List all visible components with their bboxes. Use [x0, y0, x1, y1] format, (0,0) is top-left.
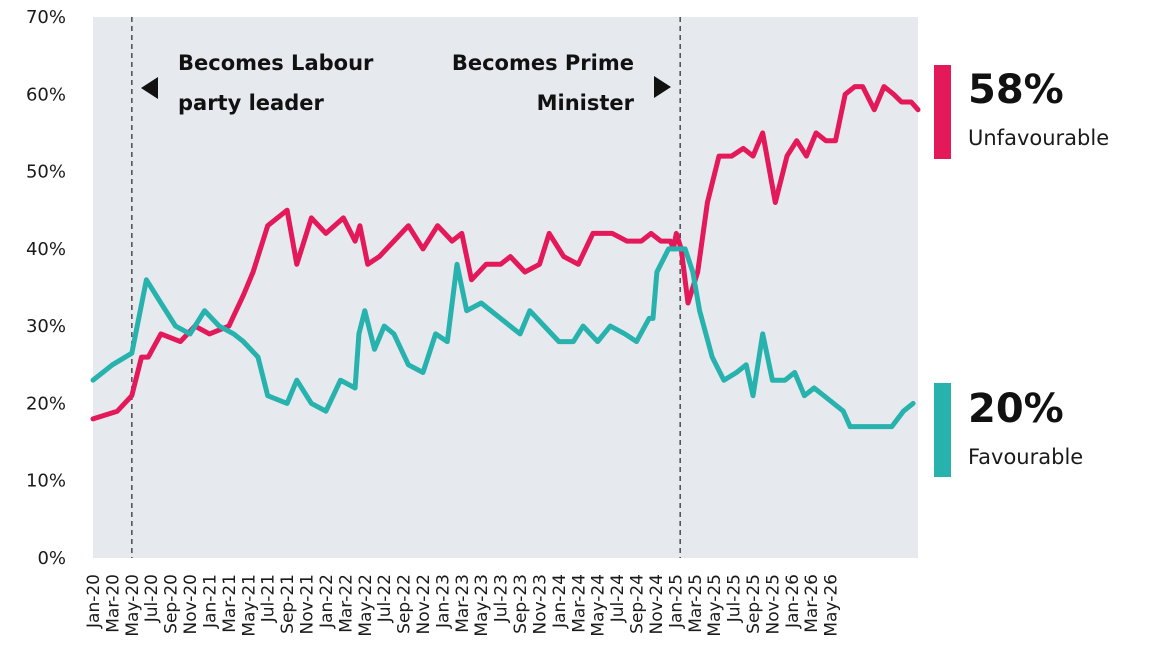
x-tick-label: Sep-25	[744, 574, 764, 634]
x-tick-label: May-20	[123, 574, 143, 637]
annotation-text: party leader	[178, 91, 324, 115]
x-tick-label: Sep-20	[162, 574, 182, 634]
x-tick-label: Jan-23	[433, 574, 453, 629]
annotation-text: Becomes Labour	[178, 51, 374, 75]
x-tick-label: May-24	[589, 574, 609, 637]
x-tick-label: Mar-21	[220, 574, 240, 633]
y-tick-label: 10%	[26, 471, 66, 492]
arrow-left-icon	[141, 77, 158, 99]
end-label-bar	[934, 65, 951, 159]
x-tick-label: May-22	[356, 574, 376, 637]
x-tick-label: Jan-26	[783, 574, 803, 629]
y-tick-label: 70%	[26, 7, 66, 28]
end-label-value: 20%	[968, 386, 1064, 432]
x-tick-label: Nov-21	[298, 574, 318, 635]
x-tick-label: Nov-20	[181, 574, 201, 635]
x-tick-label: Jan-24	[550, 574, 570, 629]
x-tick-label: Jan-22	[317, 574, 337, 629]
x-tick-label: Sep-23	[511, 574, 531, 634]
x-tick-label: Mar-25	[686, 574, 706, 633]
x-tick-label: May-23	[472, 574, 492, 637]
series-line-favourable	[90, 246, 916, 430]
end-label-caption: Unfavourable	[968, 126, 1109, 150]
x-tick-label: Mar-23	[453, 574, 473, 633]
x-tick-label: Nov-24	[647, 574, 667, 635]
x-tick-label: Nov-23	[530, 574, 550, 635]
y-tick-label: 30%	[26, 316, 66, 337]
x-tick-label: Jan-20	[84, 574, 104, 629]
x-tick-label: Jul-23	[492, 574, 512, 623]
y-tick-label: 50%	[26, 162, 66, 183]
x-tick-label: May-25	[705, 574, 725, 637]
x-tick-label: Mar-20	[103, 574, 123, 633]
end-label-value: 58%	[968, 67, 1064, 113]
annotation-text: Minister	[537, 91, 635, 115]
plot-area	[93, 17, 918, 558]
x-tick-label: Jul-22	[375, 574, 395, 623]
x-tick-label: Nov-22	[414, 574, 434, 635]
annotation-text: Becomes Prime	[452, 51, 634, 75]
x-tick-label: Sep-21	[278, 574, 298, 634]
end-label-bar	[934, 383, 951, 477]
arrow-right-icon	[654, 76, 671, 98]
x-tick-label: Mar-22	[336, 574, 356, 633]
x-tick-label: Jul-20	[142, 574, 162, 623]
y-tick-label: 60%	[26, 84, 66, 105]
x-tick-label: May-26	[822, 574, 842, 637]
x-tick-label: May-21	[239, 574, 259, 637]
y-tick-label: 20%	[26, 393, 66, 414]
x-tick-label: Jul-25	[725, 574, 745, 623]
x-tick-label: Jul-24	[608, 574, 628, 623]
y-tick-label: 40%	[26, 239, 66, 260]
x-tick-label: Mar-24	[569, 574, 589, 633]
series-line-unfavourable	[90, 84, 921, 422]
x-tick-label: Sep-22	[395, 574, 415, 634]
x-tick-label: Nov-25	[763, 574, 783, 635]
x-tick-label: Mar-26	[802, 574, 822, 633]
x-tick-label: Jul-21	[259, 574, 279, 623]
x-tick-label: Jan-21	[200, 574, 220, 629]
x-tick-label: Jan-25	[666, 574, 686, 629]
x-tick-label: Sep-24	[628, 574, 648, 634]
y-tick-label: 0%	[37, 548, 66, 569]
end-label-caption: Favourable	[968, 445, 1083, 469]
